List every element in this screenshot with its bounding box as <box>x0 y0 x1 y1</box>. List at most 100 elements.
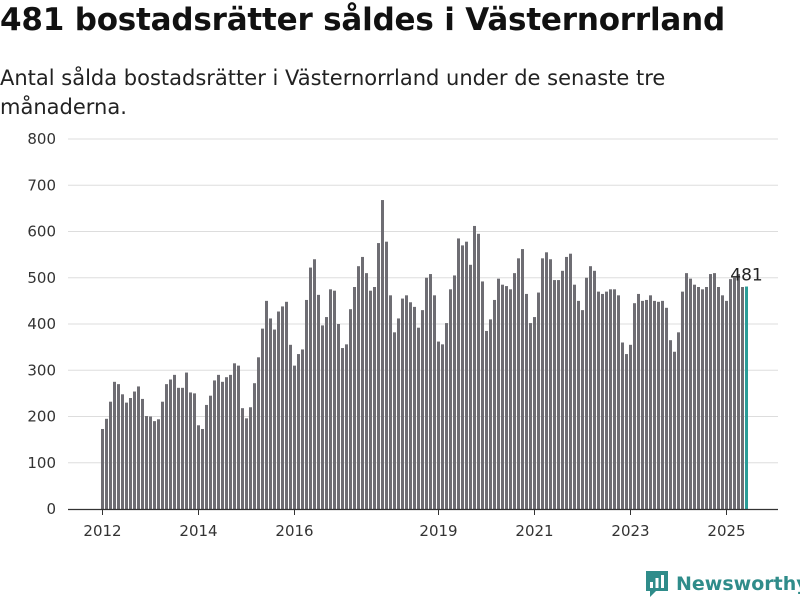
bar <box>657 301 660 509</box>
bar <box>585 277 588 509</box>
bar <box>489 319 492 509</box>
bar <box>305 299 308 509</box>
bar <box>549 259 552 509</box>
bar <box>249 407 252 509</box>
bar <box>441 344 444 509</box>
bar <box>513 273 516 509</box>
bar <box>461 245 464 509</box>
bar <box>393 332 396 509</box>
bar <box>325 317 328 509</box>
bar <box>661 300 664 509</box>
bar <box>593 270 596 509</box>
bar <box>457 238 460 509</box>
bar <box>421 310 424 509</box>
bars <box>101 200 748 510</box>
bar <box>621 342 624 509</box>
bar <box>713 273 716 509</box>
bar <box>361 256 364 509</box>
bar <box>333 290 336 509</box>
y-tick-label: 200 <box>27 408 56 426</box>
bar <box>141 398 144 509</box>
y-tick-label: 600 <box>27 223 56 241</box>
bar <box>605 291 608 509</box>
bar <box>565 256 568 509</box>
bar <box>401 298 404 509</box>
bar <box>269 318 272 509</box>
newsworthy-logo: Newsworthy <box>644 568 800 600</box>
bar <box>365 273 368 509</box>
bar <box>625 354 628 509</box>
bar <box>473 225 476 509</box>
bar <box>129 398 132 509</box>
bar <box>173 374 176 509</box>
bar <box>541 258 544 509</box>
bar <box>533 317 536 509</box>
bar <box>493 299 496 509</box>
bar <box>389 295 392 509</box>
bar <box>613 289 616 509</box>
bar <box>197 425 200 509</box>
bar <box>677 332 680 509</box>
bar <box>465 241 468 510</box>
bar <box>629 344 632 509</box>
bar <box>237 365 240 509</box>
y-tick-label: 300 <box>27 361 56 379</box>
x-tick-label: 2021 <box>515 522 553 540</box>
bar <box>729 279 732 509</box>
x-tick-label: 2012 <box>83 522 121 540</box>
bar <box>221 381 224 509</box>
bar <box>445 323 448 509</box>
bar <box>281 306 284 509</box>
bar <box>397 318 400 509</box>
bar <box>257 357 260 509</box>
bar <box>617 295 620 509</box>
y-tick-label: 500 <box>27 269 56 287</box>
last-value-label: 481 <box>730 266 762 286</box>
bar <box>189 392 192 509</box>
bar <box>557 280 560 509</box>
bar <box>581 310 584 509</box>
bar <box>385 241 388 510</box>
bar <box>561 270 564 509</box>
bar <box>161 401 164 509</box>
y-axis-ticks: 0 100 200 300 400 500 600 700 800 <box>27 130 56 518</box>
bar <box>309 267 312 509</box>
bar <box>297 354 300 509</box>
bar <box>357 266 360 509</box>
bar <box>721 295 724 509</box>
bar <box>529 323 532 509</box>
bar <box>521 249 524 509</box>
bar <box>673 351 676 509</box>
bar <box>469 264 472 509</box>
bar <box>273 329 276 509</box>
bar <box>109 401 112 509</box>
bar <box>573 284 576 509</box>
bar <box>669 340 672 509</box>
bar <box>285 301 288 509</box>
x-tick-label: 2025 <box>707 522 745 540</box>
bar <box>681 291 684 509</box>
bar <box>609 289 612 509</box>
bar <box>241 408 244 509</box>
annotations: 481 <box>730 266 762 286</box>
bar <box>165 384 168 509</box>
bar <box>265 300 268 509</box>
bar <box>253 383 256 509</box>
bar <box>185 372 188 509</box>
y-tick-label: 700 <box>27 176 56 194</box>
bar <box>121 394 124 509</box>
bar <box>477 233 480 509</box>
bar <box>233 363 236 509</box>
bar <box>413 306 416 509</box>
bar <box>313 259 316 509</box>
bar <box>409 302 412 509</box>
bar <box>321 325 324 509</box>
bar <box>433 295 436 509</box>
bar <box>725 300 728 509</box>
bar <box>453 275 456 509</box>
bar <box>245 418 248 509</box>
bar <box>213 380 216 509</box>
bar <box>289 344 292 509</box>
bar <box>705 287 708 509</box>
